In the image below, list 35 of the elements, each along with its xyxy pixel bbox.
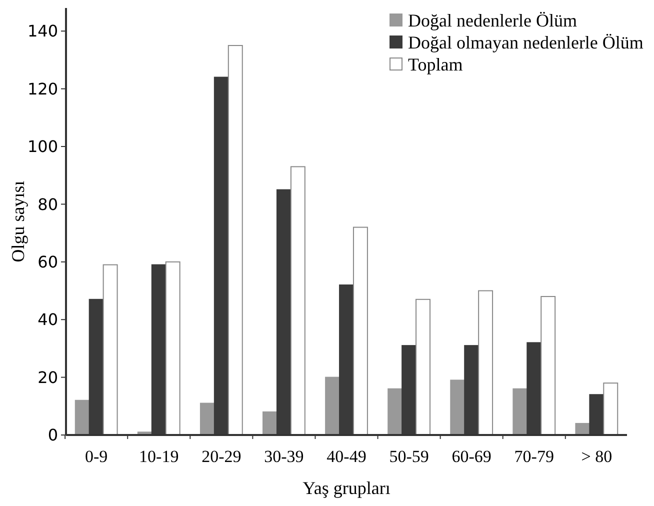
x-tick-label: 0-9 — [84, 447, 108, 466]
x-tick-label: 30-39 — [264, 447, 304, 466]
y-tick-label: 40 — [38, 310, 58, 330]
x-tick-label: 60-69 — [452, 447, 492, 466]
y-tick-label: 100 — [27, 137, 58, 156]
x-tick-label: 50-59 — [389, 447, 429, 466]
y-tick-label: 80 — [38, 194, 58, 214]
y-tick-label: 0 — [48, 426, 58, 445]
y-tick-label: 140 — [27, 22, 58, 41]
x-tick-label: 70-79 — [514, 447, 554, 466]
legend-label: Toplam — [408, 54, 463, 74]
bar — [102, 264, 118, 436]
bar — [325, 376, 340, 436]
bar — [290, 166, 306, 436]
x-tick-label: 40-49 — [326, 447, 366, 466]
y-tick-label: 20 — [38, 368, 58, 387]
bar — [352, 226, 368, 436]
x-tick-label: 10-19 — [139, 447, 179, 466]
x-tick-label: 20-29 — [202, 447, 242, 466]
bar — [388, 388, 403, 436]
legend-label: Doğal olmayan nedenlerle Ölüm — [408, 32, 644, 52]
bar — [603, 382, 618, 436]
bar — [416, 298, 430, 436]
y-tick-label: 60 — [38, 252, 58, 272]
bar — [478, 290, 494, 436]
x-tick-label: > 80 — [581, 447, 612, 466]
legend-label: Doğal nedenlerle Ölüm — [408, 10, 577, 30]
y-axis-title: Olgu sayısı — [8, 180, 28, 262]
bar — [165, 261, 180, 436]
y-tick-label: 120 — [27, 79, 58, 98]
bar — [228, 45, 243, 436]
bar — [450, 380, 466, 436]
bar — [540, 296, 556, 436]
bar — [512, 388, 528, 436]
x-axis-title: Yaş grupları — [302, 478, 390, 498]
